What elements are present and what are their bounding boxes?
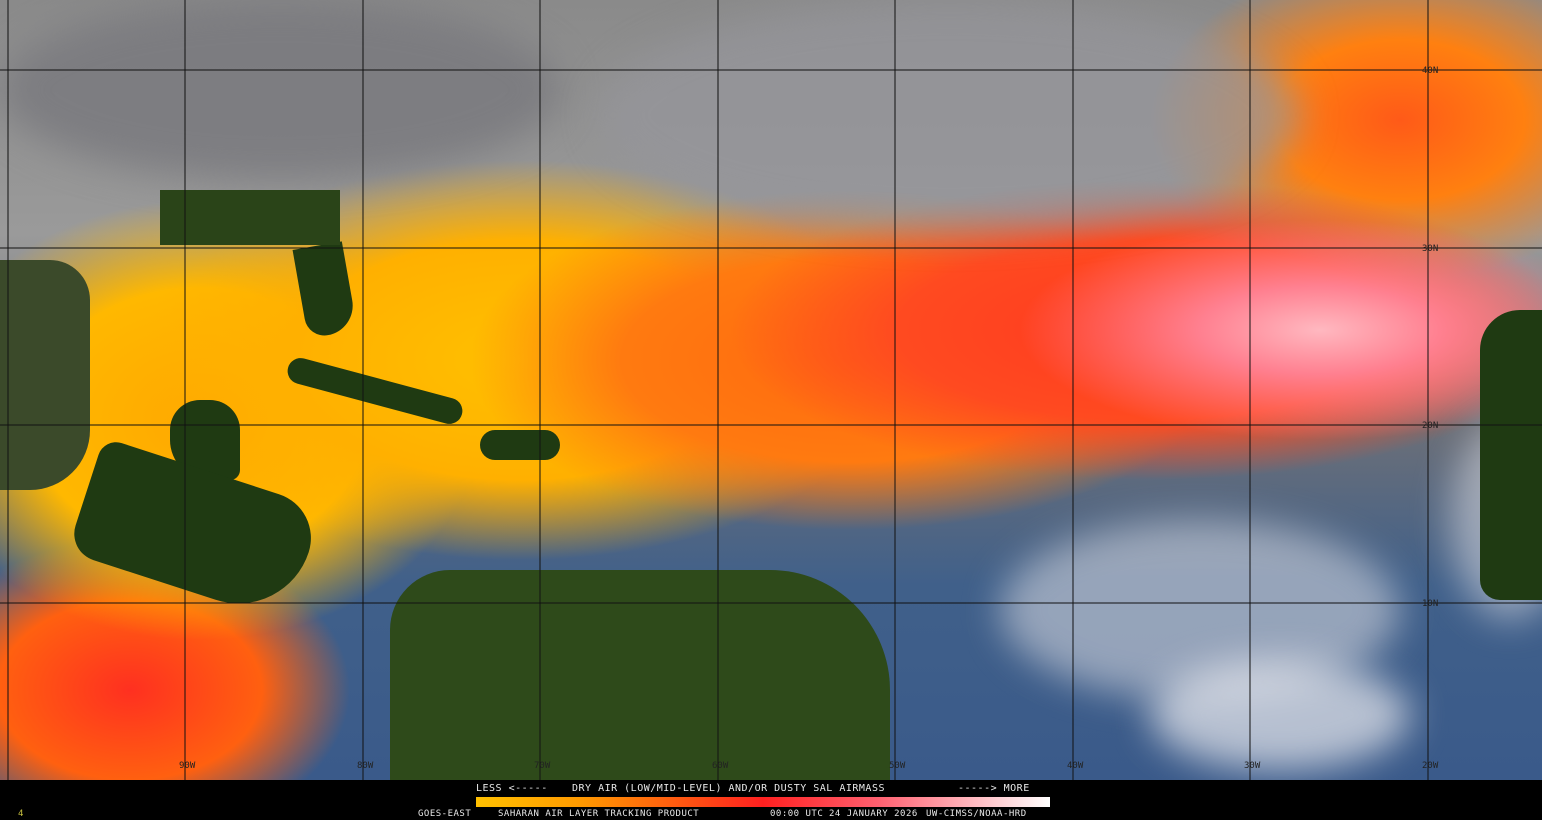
legend-panel: 4 LESS <----- DRY AIR (LOW/MID-LEVEL) AN… — [0, 780, 1542, 820]
satellite-name: GOES-EAST — [418, 809, 472, 819]
product-title: SAHARAN AIR LAYER TRACKING PRODUCT — [498, 809, 700, 819]
latitude-label: 40N — [1422, 66, 1438, 76]
latitude-label: 10N — [1422, 599, 1438, 609]
product-credit: UW-CIMSS/NOAA-HRD — [926, 809, 1027, 819]
cloud-mass — [0, 0, 560, 180]
landmass-hispaniola — [480, 430, 560, 460]
legend-more-label: -----> MORE — [958, 783, 1030, 794]
legend-description: DRY AIR (LOW/MID-LEVEL) AND/OR DUSTY SAL… — [572, 783, 885, 794]
product-date: 24 JANUARY 2026 — [829, 809, 918, 819]
frame-number: 4 — [18, 809, 24, 819]
longitude-label: 70W — [534, 761, 551, 771]
color-scale-bar — [476, 797, 1050, 807]
cloud-mass — [600, 0, 1300, 230]
longitude-label: 80W — [357, 761, 374, 771]
landmass-gulf-coast — [160, 190, 340, 245]
latitude-label: 30N — [1422, 244, 1438, 254]
longitude-label: 20W — [1422, 761, 1439, 771]
longitude-label: 90W — [179, 761, 196, 771]
landmass-mexico — [0, 260, 90, 490]
legend-less-label: LESS <----- — [476, 783, 548, 794]
longitude-label: 60W — [712, 761, 729, 771]
product-time: 00:00 UTC — [770, 809, 824, 819]
lat-lon-grid: 90W 80W 70W 60W 50W 40W 30W 20W 40N 30N 20N 10N — [0, 0, 1542, 780]
longitude-label: 40W — [1067, 761, 1084, 771]
cloud-mass — [1150, 660, 1410, 770]
longitude-label: 50W — [889, 761, 906, 771]
latitude-label: 20N — [1422, 421, 1438, 431]
landmass-south-america — [390, 570, 890, 780]
longitude-label: 30W — [1244, 761, 1261, 771]
landmass-africa — [1480, 310, 1542, 600]
satellite-map[interactable]: 90W 80W 70W 60W 50W 40W 30W 20W 40N 30N 20N 10N — [0, 0, 1542, 780]
